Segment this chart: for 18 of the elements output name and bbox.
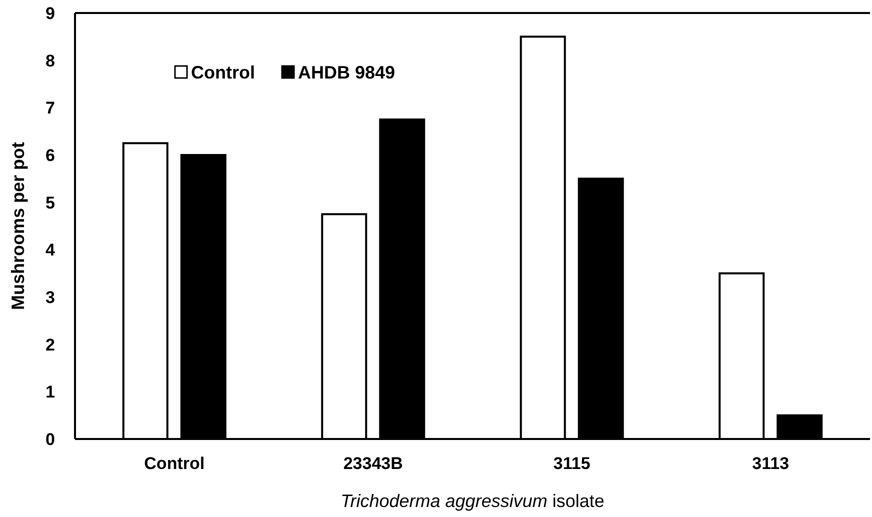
y-tick-label: 1 xyxy=(46,382,55,402)
y-tick-label: 2 xyxy=(46,335,55,354)
y-tick-label: 5 xyxy=(46,193,55,212)
y-tick-label: 6 xyxy=(46,146,55,165)
x-axis-title: Trichoderma aggressivum isolate xyxy=(340,491,604,511)
y-tick-label: 3 xyxy=(46,288,55,307)
y-tick-label: 9 xyxy=(46,4,55,23)
x-tick-label: 23343B xyxy=(343,454,403,473)
legend-label: Control xyxy=(191,62,255,82)
x-tick-label: 3115 xyxy=(553,454,590,473)
y-tick-label: 7 xyxy=(46,98,55,118)
x-tick-label: Control xyxy=(144,454,205,473)
legend-label: AHDB 9849 xyxy=(298,62,396,82)
y-axis-title: Mushrooms per pot xyxy=(8,142,28,310)
y-tick-label: 8 xyxy=(46,51,55,70)
y-tick-label: 0 xyxy=(46,430,55,449)
y-tick-label: 4 xyxy=(46,240,56,260)
x-tick-label: 3113 xyxy=(752,454,790,473)
